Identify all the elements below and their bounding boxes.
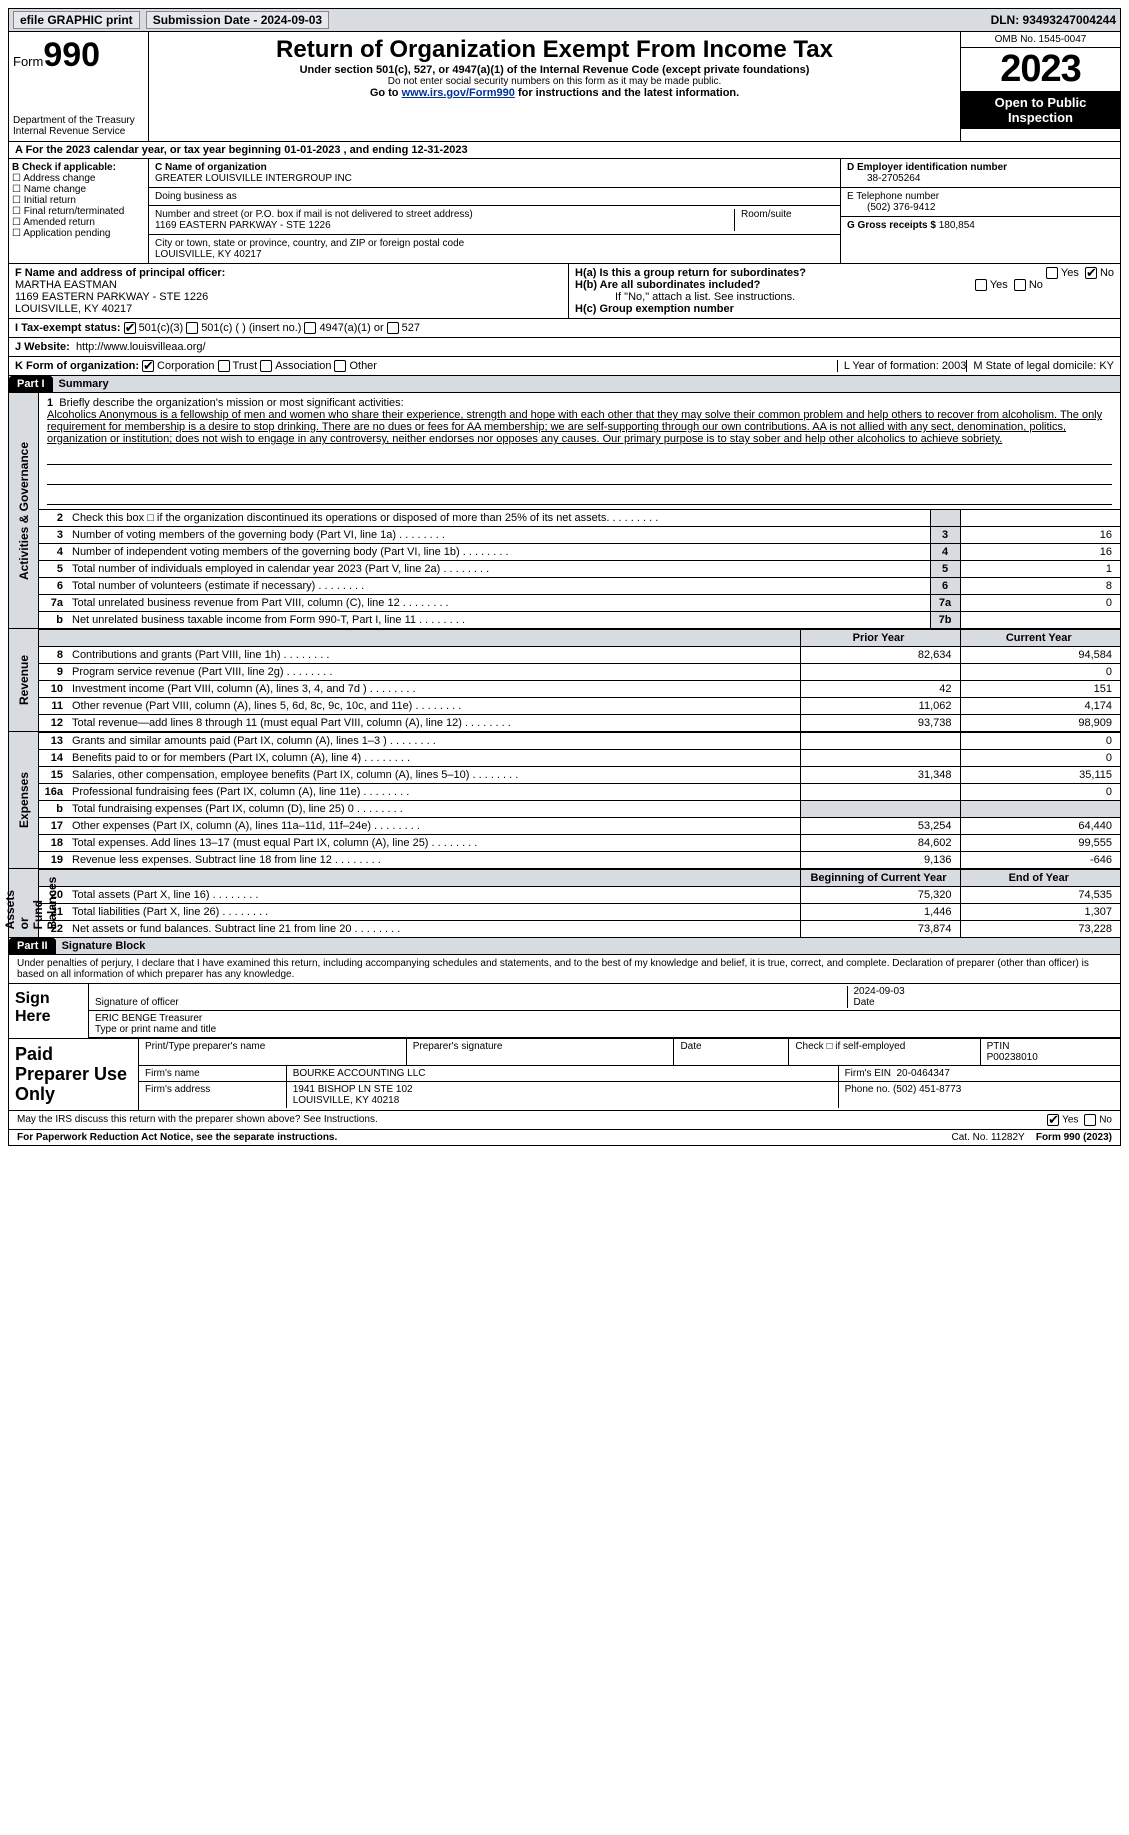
- website-row: J Website: http://www.louisvilleaa.org/: [8, 338, 1121, 357]
- website-url[interactable]: http://www.louisvilleaa.org/: [76, 341, 206, 353]
- cb-501c3[interactable]: [124, 322, 136, 334]
- discuss-yes[interactable]: [1047, 1114, 1059, 1126]
- tax-year: 2023: [961, 48, 1120, 91]
- signature-block: Under penalties of perjury, I declare th…: [8, 955, 1121, 1130]
- goto-line: Go to www.irs.gov/Form990 for instructio…: [157, 87, 952, 99]
- cb-527[interactable]: [387, 322, 399, 334]
- cb-501c[interactable]: [186, 322, 198, 334]
- submission-date: Submission Date - 2024-09-03: [146, 11, 329, 29]
- officer-h-block: F Name and address of principal officer:…: [8, 264, 1121, 319]
- part-2-header: Part II Signature Block: [8, 938, 1121, 955]
- calendar-year-line: A For the 2023 calendar year, or tax yea…: [8, 142, 1121, 159]
- net-assets-table: Beginning of Current YearEnd of Year20To…: [39, 869, 1120, 937]
- box-b: B Check if applicable: ☐ Address change …: [9, 159, 149, 263]
- page-footer: For Paperwork Reduction Act Notice, see …: [8, 1130, 1121, 1146]
- paid-preparer-label: Paid Preparer Use Only: [9, 1039, 139, 1110]
- expenses-section: Expenses 13Grants and similar amounts pa…: [8, 732, 1121, 869]
- dept-treasury: Department of the Treasury Internal Reve…: [13, 115, 144, 137]
- year-formation: L Year of formation: 2003: [837, 360, 967, 372]
- top-bar: efile GRAPHIC print Submission Date - 20…: [8, 8, 1121, 32]
- omb-number: OMB No. 1545-0047: [961, 32, 1120, 48]
- cb-4947[interactable]: [304, 322, 316, 334]
- mission-text: Alcoholics Anonymous is a fellowship of …: [47, 409, 1102, 445]
- net-assets-section: Net Assets or Fund Balances Beginning of…: [8, 869, 1121, 938]
- k-org-row: K Form of organization: Corporation Trus…: [8, 357, 1121, 376]
- form-title: Return of Organization Exempt From Incom…: [157, 36, 952, 64]
- cb-assoc[interactable]: [260, 360, 272, 372]
- ptin: P00238010: [987, 1052, 1038, 1063]
- officer-sign: ERIC BENGE Treasurer: [95, 1013, 202, 1024]
- box-d-e-g: D Employer identification number38-27052…: [840, 159, 1120, 263]
- governance-table: 2Check this box □ if the organization di…: [39, 509, 1120, 628]
- irs-link[interactable]: www.irs.gov/Form990: [402, 87, 515, 99]
- part-1-header: Part I Summary: [8, 376, 1121, 393]
- box-c: C Name of organization GREATER LOUISVILL…: [149, 159, 840, 263]
- cb-other[interactable]: [334, 360, 346, 372]
- entity-block: B Check if applicable: ☐ Address change …: [8, 159, 1121, 264]
- gross-receipts: 180,854: [939, 220, 975, 231]
- form-number: Form990: [13, 36, 144, 75]
- tax-exempt-status: I Tax-exempt status: 501(c)(3) 501(c) ( …: [8, 319, 1121, 338]
- open-to-public: Open to Public Inspection: [961, 91, 1120, 129]
- form-header: Form990 Department of the Treasury Inter…: [8, 32, 1121, 142]
- revenue-table: Prior YearCurrent Year8Contributions and…: [39, 629, 1120, 731]
- officer-name: MARTHA EASTMAN: [15, 279, 117, 291]
- cb-corp[interactable]: [142, 360, 154, 372]
- ssn-note: Do not enter social security numbers on …: [157, 76, 952, 87]
- sign-here-label: Sign Here: [9, 984, 89, 1038]
- efile-print-button[interactable]: efile GRAPHIC print: [13, 11, 140, 29]
- firm-phone: (502) 451-8773: [893, 1084, 961, 1095]
- firm-address: 1941 BISHOP LN STE 102 LOUISVILLE, KY 40…: [287, 1082, 839, 1108]
- ein: 38-2705264: [847, 173, 920, 184]
- dln: DLN: 93493247004244: [991, 13, 1116, 27]
- discuss-no[interactable]: [1084, 1114, 1096, 1126]
- street: 1169 EASTERN PARKWAY - STE 1226: [155, 220, 331, 231]
- firm-name: BOURKE ACCOUNTING LLC: [287, 1066, 839, 1081]
- state-domicile: M State of legal domicile: KY: [966, 360, 1114, 372]
- phone: (502) 376-9412: [847, 202, 935, 213]
- form-subtitle: Under section 501(c), 527, or 4947(a)(1)…: [157, 64, 952, 76]
- expenses-table: 13Grants and similar amounts paid (Part …: [39, 732, 1120, 868]
- city: LOUISVILLE, KY 40217: [155, 249, 262, 260]
- org-name: GREATER LOUISVILLE INTERGROUP INC: [155, 173, 352, 184]
- cb-trust[interactable]: [218, 360, 230, 372]
- activities-governance: Activities & Governance 1 Briefly descri…: [8, 393, 1121, 629]
- revenue-section: Revenue Prior YearCurrent Year8Contribut…: [8, 629, 1121, 732]
- firm-ein: 20-0464347: [897, 1068, 950, 1079]
